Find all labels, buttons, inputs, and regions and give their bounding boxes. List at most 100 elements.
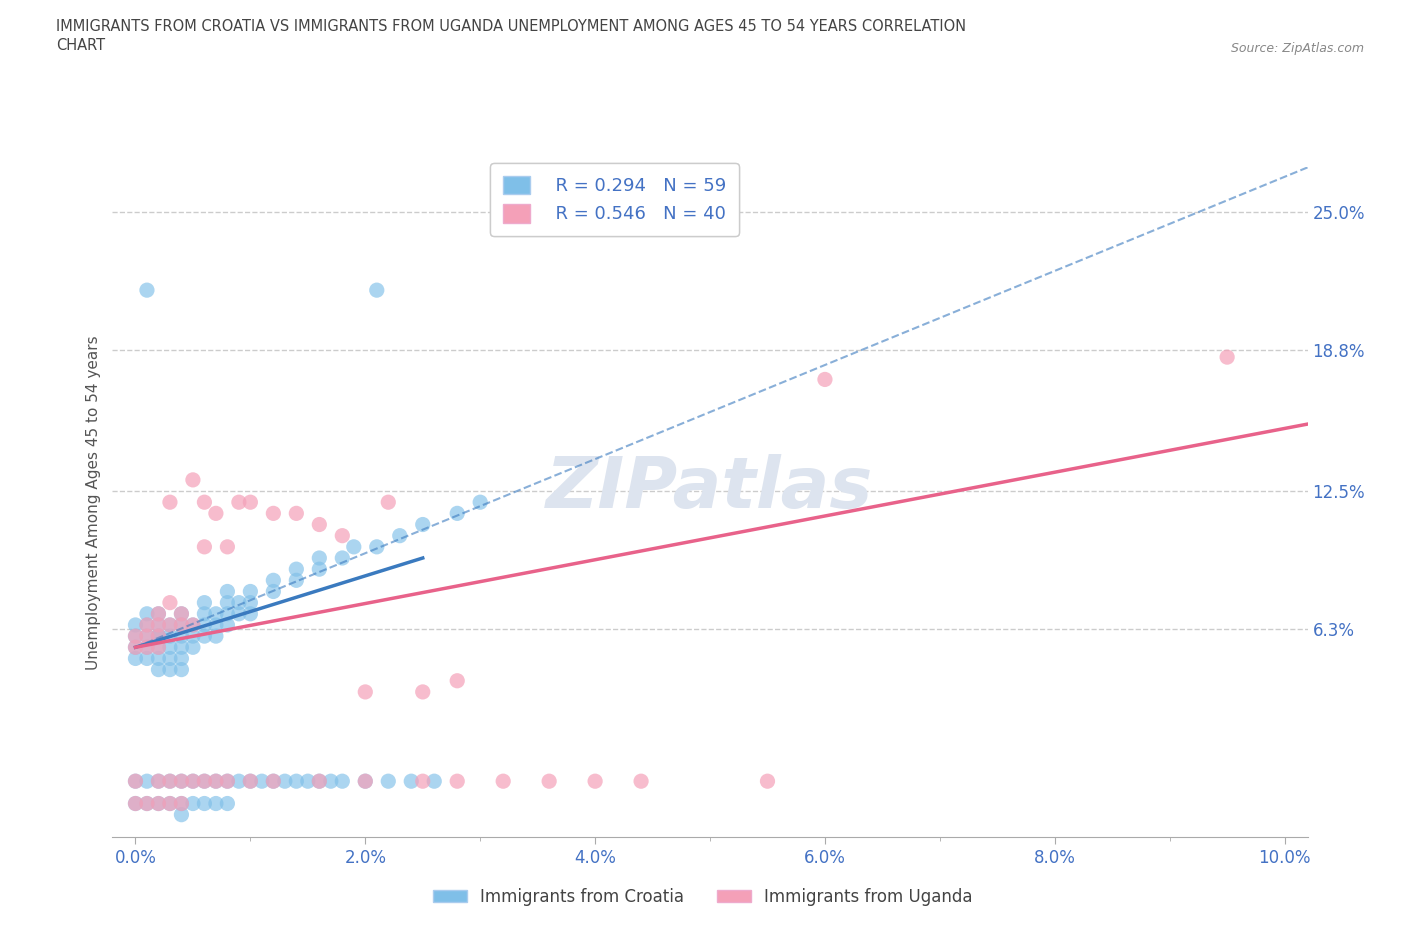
Point xyxy=(170,618,193,632)
Point xyxy=(330,774,353,789)
Point xyxy=(193,796,215,811)
Point xyxy=(412,774,434,789)
Point xyxy=(170,629,193,644)
Point xyxy=(181,618,204,632)
Point xyxy=(159,662,181,677)
Point xyxy=(446,506,468,521)
Point xyxy=(193,595,215,610)
Point xyxy=(330,528,353,543)
Point xyxy=(366,283,388,298)
Point xyxy=(193,774,215,789)
Point xyxy=(136,651,159,666)
Point xyxy=(205,506,228,521)
Point xyxy=(446,673,468,688)
Point xyxy=(250,774,273,789)
Point xyxy=(170,796,193,811)
Point xyxy=(354,684,377,699)
Point xyxy=(538,774,561,789)
Point xyxy=(814,372,837,387)
Point xyxy=(388,528,411,543)
Point xyxy=(181,796,204,811)
Point xyxy=(401,774,423,789)
Text: IMMIGRANTS FROM CROATIA VS IMMIGRANTS FROM UGANDA UNEMPLOYMENT AMONG AGES 45 TO : IMMIGRANTS FROM CROATIA VS IMMIGRANTS FR… xyxy=(56,19,966,53)
Point xyxy=(124,796,146,811)
Point xyxy=(205,618,228,632)
Point xyxy=(239,584,262,599)
Point xyxy=(205,796,228,811)
Text: Source: ZipAtlas.com: Source: ZipAtlas.com xyxy=(1230,42,1364,55)
Point xyxy=(285,562,308,577)
Point xyxy=(148,606,170,621)
Point xyxy=(285,573,308,588)
Point xyxy=(193,539,215,554)
Point xyxy=(159,640,181,655)
Point xyxy=(262,584,284,599)
Point xyxy=(124,629,146,644)
Point xyxy=(124,629,146,644)
Point xyxy=(159,796,181,811)
Point xyxy=(159,618,181,632)
Point xyxy=(148,640,170,655)
Point xyxy=(124,640,146,655)
Point xyxy=(181,472,204,487)
Point xyxy=(492,774,515,789)
Point xyxy=(136,796,159,811)
Point xyxy=(239,774,262,789)
Point xyxy=(308,517,330,532)
Point xyxy=(228,606,250,621)
Point xyxy=(136,606,159,621)
Point xyxy=(756,774,779,789)
Point xyxy=(470,495,492,510)
Point xyxy=(217,595,239,610)
Point xyxy=(630,774,652,789)
Point xyxy=(217,796,239,811)
Point xyxy=(159,651,181,666)
Point xyxy=(205,774,228,789)
Point xyxy=(170,662,193,677)
Point xyxy=(217,618,239,632)
Point xyxy=(159,495,181,510)
Point xyxy=(239,774,262,789)
Point xyxy=(136,640,159,655)
Point xyxy=(217,606,239,621)
Point xyxy=(285,506,308,521)
Point xyxy=(228,495,250,510)
Point xyxy=(193,629,215,644)
Point xyxy=(148,774,170,789)
Y-axis label: Unemployment Among Ages 45 to 54 years: Unemployment Among Ages 45 to 54 years xyxy=(86,335,101,670)
Point xyxy=(217,539,239,554)
Point xyxy=(239,606,262,621)
Point xyxy=(205,606,228,621)
Point xyxy=(148,618,170,632)
Point xyxy=(262,774,284,789)
Point xyxy=(148,662,170,677)
Point xyxy=(217,774,239,789)
Point xyxy=(181,774,204,789)
Point xyxy=(308,551,330,565)
Point xyxy=(148,774,170,789)
Point xyxy=(136,629,159,644)
Point xyxy=(330,551,353,565)
Point xyxy=(308,562,330,577)
Point xyxy=(181,618,204,632)
Point xyxy=(159,618,181,632)
Point xyxy=(170,606,193,621)
Point xyxy=(170,606,193,621)
Point xyxy=(136,774,159,789)
Point xyxy=(228,595,250,610)
Point xyxy=(124,651,146,666)
Point xyxy=(124,618,146,632)
Point xyxy=(239,595,262,610)
Point xyxy=(366,539,388,554)
Point xyxy=(423,774,446,789)
Point xyxy=(412,517,434,532)
Point xyxy=(181,774,204,789)
Point xyxy=(181,629,204,644)
Point xyxy=(377,495,399,510)
Point xyxy=(193,495,215,510)
Point xyxy=(285,774,308,789)
Point xyxy=(354,774,377,789)
Point xyxy=(170,618,193,632)
Point xyxy=(274,774,297,789)
Point xyxy=(170,774,193,789)
